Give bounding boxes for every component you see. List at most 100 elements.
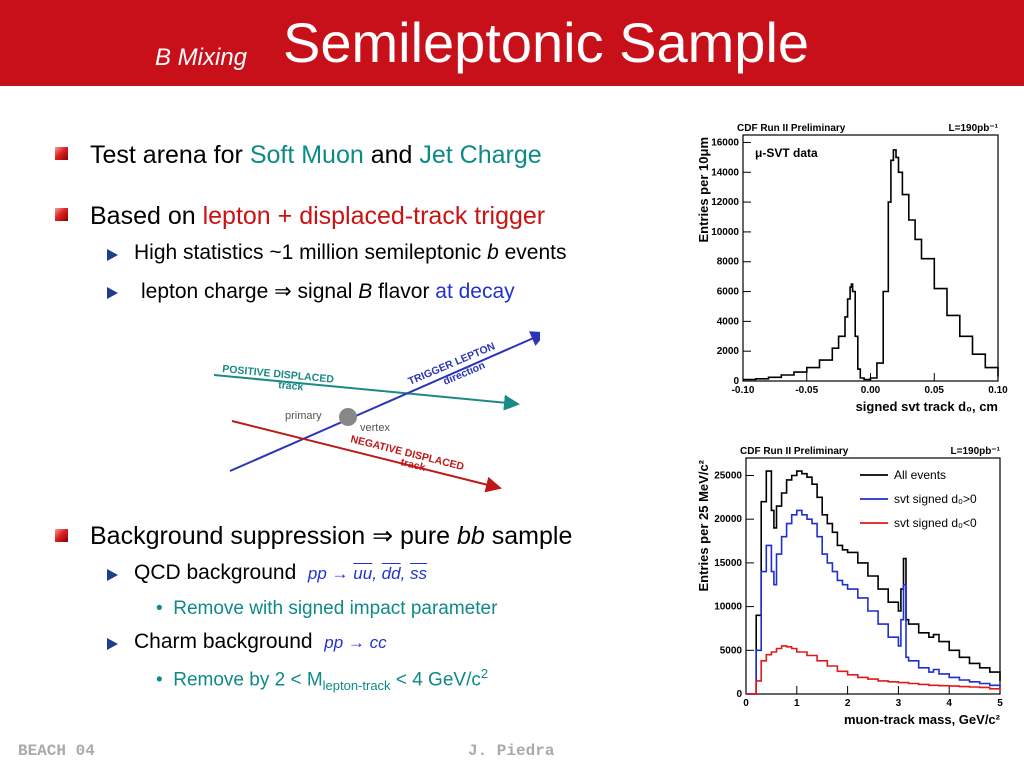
text: ss [410, 564, 428, 583]
at-decay-text: at decay [435, 280, 515, 303]
series-line-3 [746, 645, 1001, 695]
text: pp → [307, 564, 354, 583]
trigger-lepton-line [229, 331, 540, 472]
bullet-square-icon [55, 147, 68, 160]
text: lepton charge ⇒ signal [141, 280, 359, 303]
negative-track-label-2: track [399, 456, 426, 474]
y-tick-label: 5000 [720, 645, 743, 656]
text: B [358, 280, 373, 303]
legend-entry: svt signed d₀<0 [894, 516, 977, 530]
x-tick-label: 3 [896, 698, 902, 709]
mass-distribution-chart: CDF Run II Preliminary L=190pb⁻¹ 0 1 2 3 4 5 0 50… [696, 446, 1003, 727]
text: , [400, 564, 411, 583]
text: < 4 GeV/c [390, 669, 481, 691]
jet-charge-text: Jet Charge [419, 141, 542, 169]
chart-header-right: L=190pb⁻¹ [951, 446, 1001, 457]
y-tick-label: 16000 [711, 137, 739, 148]
chart-header-left: CDF Run II Preliminary [740, 446, 849, 457]
y-tick-label: 10000 [711, 227, 739, 238]
text: , [372, 564, 382, 583]
primary-label: primary [285, 410, 322, 422]
slide-title: Semileptonic Sample [283, 11, 810, 74]
sub-sub-bullet-impact: • Remove with signed impact parameter [156, 598, 497, 620]
text: sample [484, 522, 573, 550]
legend-entry: All events [894, 468, 946, 482]
sub-bullet-statistics: High statistics ~1 million semileptonic … [134, 241, 566, 265]
x-tick-label: 0.10 [988, 385, 1008, 396]
x-tick-label: -0.05 [795, 385, 818, 396]
y-tick-label: 15000 [714, 558, 742, 569]
text: 2 [480, 666, 489, 681]
footer-conference: BEACH 04 [18, 742, 95, 760]
slide-subtitle: B Mixing [155, 44, 248, 71]
vertex-diagram: POSITIVE DISPLACED track TRIGGER LEPTON … [213, 331, 540, 493]
x-tick-label: 0 [743, 698, 749, 709]
trigger-text: lepton + displaced-track trigger [202, 202, 546, 230]
text: Remove by 2 < M [173, 669, 323, 691]
dot-bullet: • [156, 598, 174, 619]
dot-bullet: • [156, 669, 174, 691]
text: flavor [372, 280, 436, 303]
legend-entry: svt signed d₀>0 [894, 492, 977, 506]
y-tick-label: 20000 [714, 514, 742, 525]
series-line-2 [746, 509, 1001, 695]
text: dd [381, 564, 401, 583]
charm-reaction: pp → cc [324, 633, 387, 652]
y-tick-label: 4000 [717, 316, 740, 327]
series-line-1 [743, 149, 999, 381]
y-axis-label: Entries per 10μm [696, 137, 711, 243]
y-tick-label: 10000 [714, 602, 742, 613]
positive-track-label-2: track [278, 379, 304, 393]
x-axis-label: muon-track mass, GeV/c² [844, 712, 1001, 727]
chart-header-right: L=190pb⁻¹ [949, 123, 999, 134]
y-tick-label: 2000 [717, 346, 740, 357]
bullet-background: Background suppression ⇒ pure bb sample [90, 521, 572, 551]
text: lepton-track [322, 678, 391, 694]
sub-bullet-qcd: QCD background pp → uu, dd, ss [134, 561, 427, 585]
bullet-triangle-icon [107, 287, 118, 299]
qcd-reaction: pp → uu, dd, ss [308, 564, 427, 583]
bullet-trigger: Based on lepton + displaced-track trigge… [90, 202, 545, 231]
bullet-triangle-icon [107, 638, 118, 650]
y-axis-label: Entries per 25 MeV/c² [696, 459, 711, 591]
legend-entry: μ-SVT data [755, 146, 818, 160]
soft-muon-text: Soft Muon [249, 141, 364, 169]
x-axis-label: signed svt track d₀, cm [856, 399, 998, 414]
bullet-triangle-icon [107, 569, 118, 581]
text: Charm background [134, 630, 313, 653]
bullet-test-arena: Test arena for Soft Muon and Jet Charge [90, 141, 542, 170]
text: bb [457, 522, 485, 550]
y-tick-label: 12000 [711, 197, 739, 208]
x-tick-label: 5 [997, 698, 1003, 709]
x-tick-label: 1 [794, 698, 800, 709]
text: Remove with signed impact parameter [173, 598, 498, 619]
x-tick-label: 4 [946, 698, 952, 709]
text: Background suppression ⇒ pure [90, 522, 457, 550]
series-line-1 [746, 470, 1001, 695]
bullet-square-icon [55, 208, 68, 221]
y-tick-label: 8000 [717, 257, 740, 268]
text: Based on [90, 202, 203, 230]
x-tick-label: 0.00 [861, 385, 881, 396]
vertex-label: vertex [360, 422, 390, 434]
text: b [487, 241, 499, 264]
text: Test arena for [90, 141, 250, 169]
x-tick-label: 0.05 [925, 385, 945, 396]
text: High statistics ~1 million semileptonic [134, 241, 488, 264]
y-tick-label: 14000 [711, 167, 739, 178]
footer-author: J. Piedra [468, 742, 555, 760]
text: QCD background [134, 561, 297, 584]
y-tick-label: 0 [736, 689, 742, 700]
sub-bullet-lepton-charge: lepton charge ⇒ signal B flavor at decay [141, 279, 515, 304]
plot-frame [742, 134, 999, 382]
y-tick-label: 25000 [714, 470, 742, 481]
text: events [498, 241, 567, 264]
negative-track-line [231, 420, 502, 493]
title-bar: B Mixing Semileptonic Sample [0, 0, 1024, 86]
text: and [363, 141, 420, 169]
y-tick-label: 6000 [717, 287, 740, 298]
plot-frame [745, 457, 1001, 695]
x-tick-label: 2 [845, 698, 851, 709]
primary-vertex-dot [339, 408, 357, 426]
text: uu [353, 564, 373, 583]
